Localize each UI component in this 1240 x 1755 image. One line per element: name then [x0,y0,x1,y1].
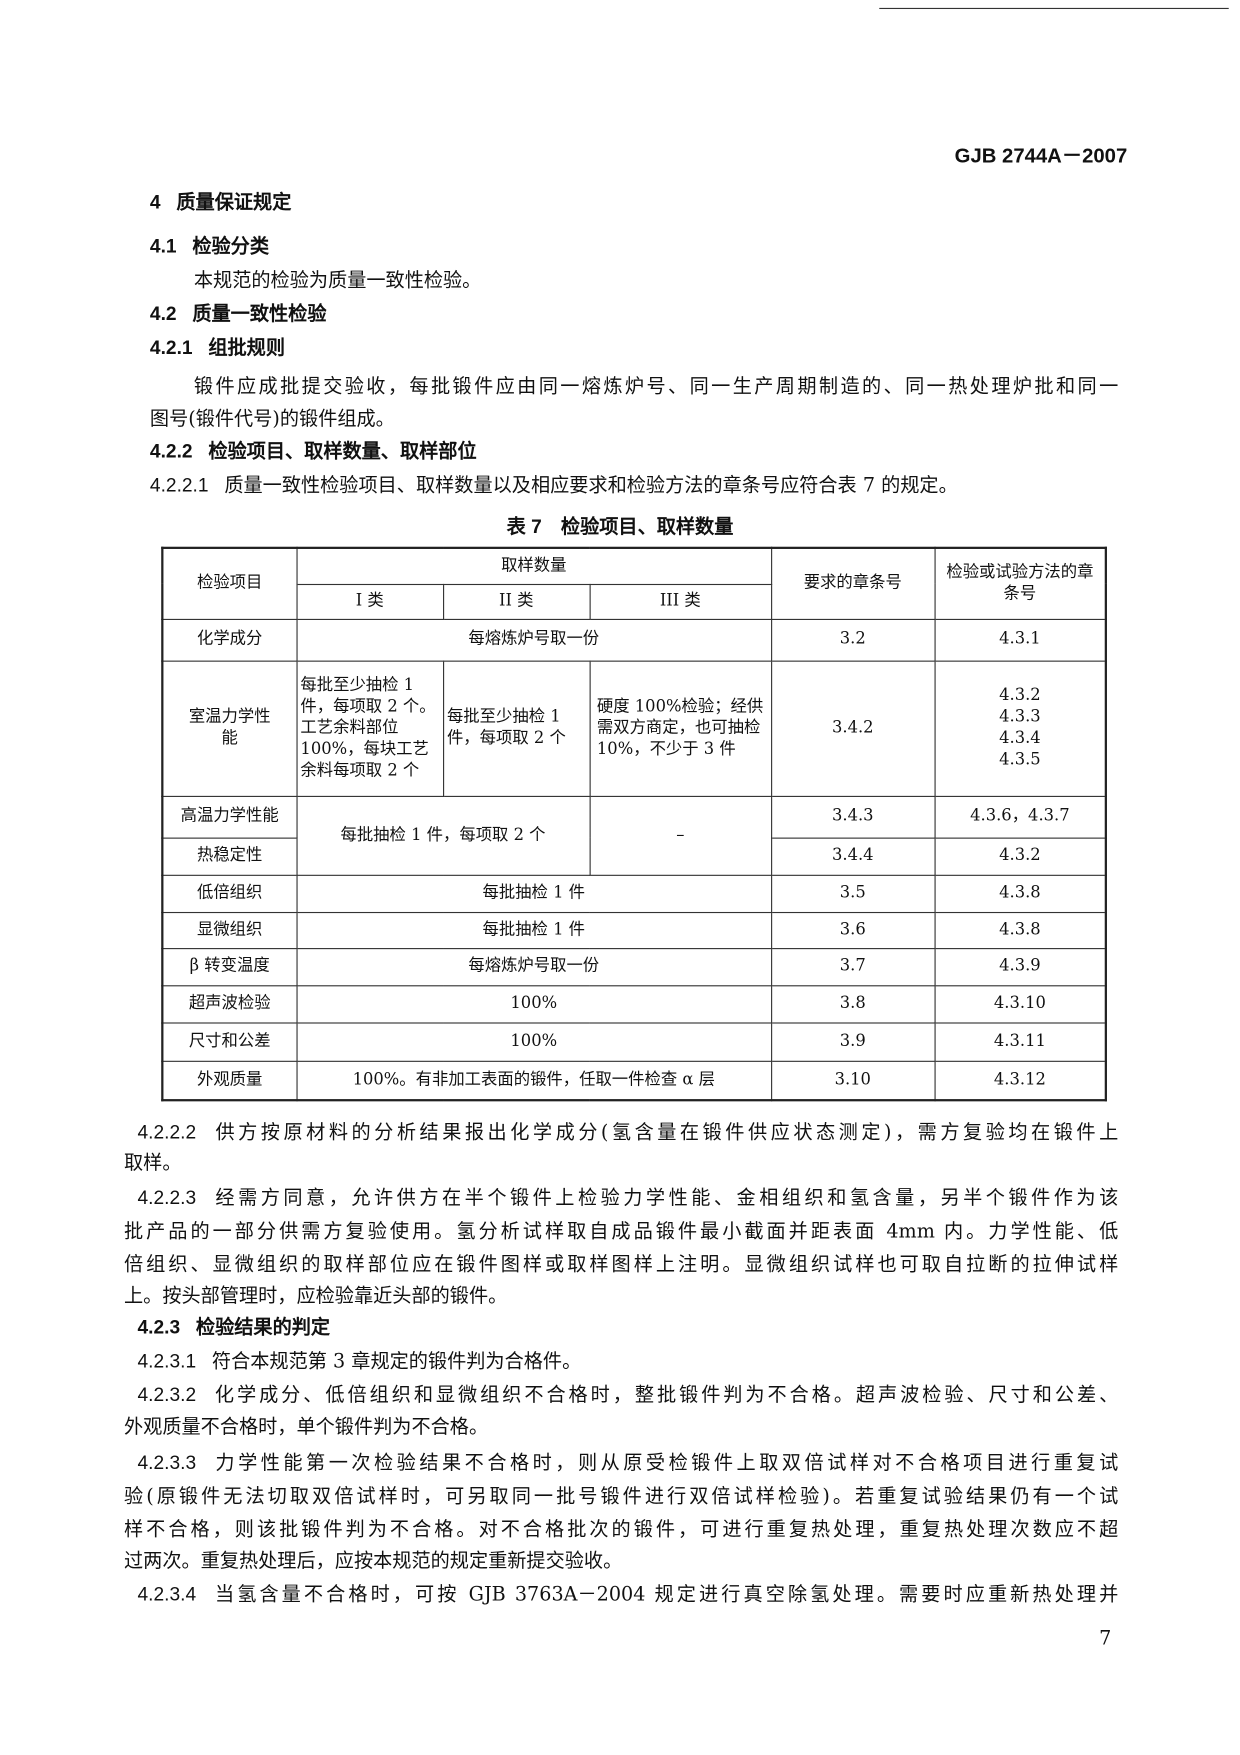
paragraph-line: 取样。 [123,1152,182,1175]
cell-req: 3.2 [770,618,936,662]
paragraph-line: 样不合格，则该批锻件判为不合格。对不合格批次的锻件，可进行重复热处理，重复热处理… [123,1518,1119,1541]
cell-item: 超声波检验 [161,984,298,1023]
paragraph-line: 验(原锻件无法切取双倍试样时，可另取同一批号锻件进行双倍试样检验)。若重复试验结… [123,1485,1119,1509]
cell-method: 4.3.8 [933,911,1107,949]
table-row: 外观质量 100%。有非加工表面的锻件，任取一件检查 α 层 3.10 4.3.12 [161,1060,1107,1101]
paragraph-line: 4.2.3.3 力学性能第一次检验结果不合格时，则从原受检锻件上取双倍试样对不合格… [137,1451,1119,1475]
header-method: 检验或试验方法的章条号 [933,547,1107,620]
cell-method: 4.3.11 [933,1021,1107,1062]
cell-method: 4.3.2 4.3.3 4.3.4 4.3.5 [933,660,1107,797]
table-row: 化学成分 每熔炼炉号取一份 3.2 4.3.1 [161,618,1107,662]
cell-method: 4.3.9 [933,947,1107,986]
cell-req: 3.5 [770,874,936,913]
table-row: 超声波检验 100% 3.8 4.3.10 [161,984,1107,1023]
paragraph-line: 4.2.3.4 当氢含量不合格时，可按 GJB 3763A－2004 规定进行真空… [137,1583,1119,1607]
cell-method: 4.3.6，4.3.7 [933,795,1107,839]
cell-req: 3.4.3 [770,795,936,839]
section-heading: 4.2.2 检验项目、取样数量、取样部位 [149,440,477,463]
cell-sampling: 100% [295,984,772,1023]
table-row: 显微组织 每批抽检 1 件 3.6 4.3.8 [161,911,1107,949]
paragraph-line: 上。按头部管理时，应检验靠近头部的锻件。 [123,1285,508,1308]
paragraph-line: 批产品的一部分供需方复验使用。氢分析试样取自成品锻件最小截面并距表面 4mm 内… [123,1220,1119,1244]
table-row: 低倍组织 每批抽检 1 件 3.5 4.3.8 [161,874,1107,913]
cell-sampling: 100% [295,1021,772,1062]
cell-sampling: 每批抽检 1 件 [295,874,772,913]
header-class-2: II 类 [442,583,591,620]
paragraph-line: 过两次。重复热处理后，应按本规范的规定重新提交验收。 [123,1549,623,1573]
table-row: 尺寸和公差 100% 3.9 4.3.11 [161,1021,1107,1062]
paragraph-line: 4.2.2.1 质量一致性检验项目、取样数量以及相应要求和检验方法的章条号应符合表… [149,474,958,498]
header-class-1: I 类 [295,583,444,620]
paragraph-line: 4.2.3.2 化学成分、低倍组织和显微组织不合格时，整批锻件判为不合格。超声波检… [137,1384,1119,1407]
cell-method: 4.3.12 [933,1060,1107,1101]
section-heading: 4.2.3 检验结果的判定 [137,1316,331,1339]
cell-item: 外观质量 [161,1060,298,1101]
cell-sampling: 每熔炼炉号取一份 [295,947,772,986]
table-row: 室温力学性能 每批至少抽检 1 件，每项取 2 个。工艺余料部位 100%，每块… [161,660,1107,797]
cell-item: 室温力学性能 [161,660,298,797]
cell-req: 3.4.4 [770,836,936,876]
header-class-3: III 类 [588,583,772,620]
cell-item: 低倍组织 [161,874,298,913]
paragraph-line: 本规范的检验为质量一致性检验。 [193,269,482,292]
cell-req: 3.4.2 [770,660,936,797]
paragraph-line: 图号(锻件代号)的锻件组成。 [149,408,395,431]
table-caption: 表 7 检验项目、取样数量 [506,516,734,538]
cell-sampling: 100%。有非加工表面的锻件，任取一件检查 α 层 [295,1060,772,1101]
cell-item: 热稳定性 [161,836,298,876]
header-sampling: 取样数量 [295,547,772,585]
paragraph-line: 4.2.2.3 经需方同意，允许供方在半个锻件上检验力学性能、金相组织和氢含量，另… [137,1187,1119,1210]
section-heading: 4.1 检验分类 [149,235,270,258]
cell-req: 3.6 [770,911,936,949]
header-rule [879,7,1229,10]
cell-req: 3.7 [770,947,936,986]
cell-method: 4.3.2 [933,836,1107,876]
cell-item: 化学成分 [161,618,298,662]
table-row: 热稳定性 3.4.4 4.3.2 [161,836,1107,876]
section-heading: 4.2 质量一致性检验 [149,303,327,325]
cell-item: 尺寸和公差 [161,1021,298,1062]
standard-number: GJB 2744A－2007 [954,144,1128,167]
cell-req: 3.10 [770,1060,936,1101]
cell-method: 4.3.10 [933,984,1107,1023]
paragraph-line: 锻件应成批提交验收，每批锻件应由同一熔炼炉号、同一生产周期制造的、同一热处理炉批… [193,375,1119,398]
paragraph-line: 4.2.3.1 符合本规范第 3 章规定的锻件判为合格件。 [137,1350,582,1374]
paragraph-line: 倍组织、显微组织的取样部位应在锻件图样或取样图样上注明。显微组织试样也可取自拉断… [123,1253,1119,1277]
cell-req: 3.8 [770,984,936,1023]
table-row: β 转变温度 每熔炼炉号取一份 3.7 4.3.9 [161,947,1107,986]
paragraph-line: 外观质量不合格时，单个锻件判为不合格。 [123,1415,489,1439]
cell-sampling: 每熔炼炉号取一份 [295,618,772,662]
cell-item: 高温力学性能 [161,795,298,839]
cell-class-3: – [588,795,772,876]
header-req: 要求的章条号 [770,547,936,620]
cell-sampling: 每批抽检 1 件 [295,911,772,949]
table-row: 高温力学性能 每批抽检 1 件，每项取 2 个 – 3.4.3 4.3.6，4.… [161,795,1107,876]
cell-class-2: 每批至少抽检 1 件，每项取 2 个 [442,660,591,797]
section-heading: 4 质量保证规定 [149,191,292,214]
cell-req: 3.9 [770,1021,936,1062]
cell-sampling: 每批抽检 1 件，每项取 2 个 [295,795,591,876]
page-number: 7 [1099,1627,1112,1651]
cell-method: 4.3.8 [933,874,1107,913]
inspection-table: 检验项目 取样数量 要求的章条号 检验或试验方法的章条号 I 类 II 类 II… [161,546,1107,1102]
cell-item: β 转变温度 [161,947,298,986]
section-heading: 4.2.1 组批规则 [149,337,285,359]
header-item: 检验项目 [161,547,298,620]
cell-class-3: 硬度 100%检验；经供需双方商定，也可抽检 10%，不少于 3 件 [588,660,772,797]
paragraph-line: 4.2.2.2 供方按原材料的分析结果报出化学成分(氢含量在锻件供应状态测定)，需… [137,1121,1119,1145]
cell-class-1: 每批至少抽检 1 件，每项取 2 个。工艺余料部位 100%，每块工艺余料每项取… [295,660,444,797]
cell-method: 4.3.1 [933,618,1107,662]
cell-item: 显微组织 [161,911,298,949]
